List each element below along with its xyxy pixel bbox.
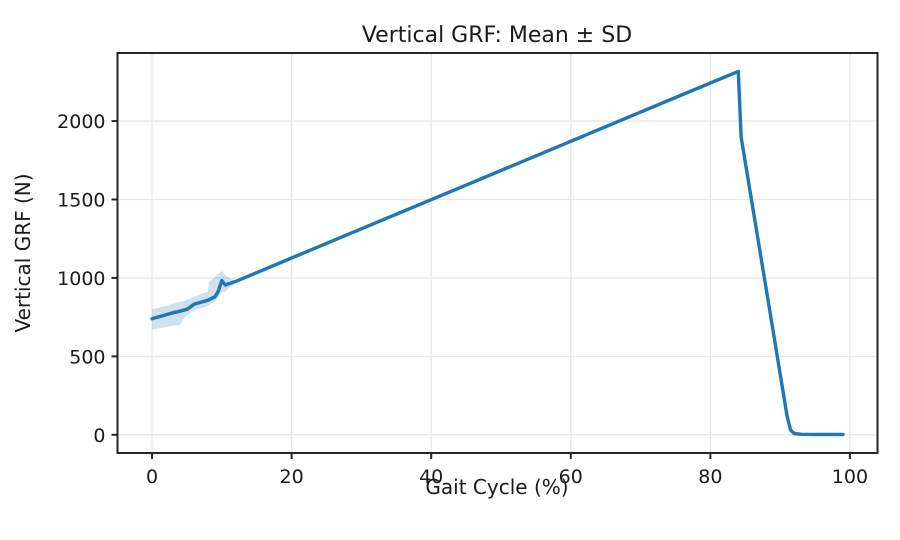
x-tick-label: 20 xyxy=(280,466,304,488)
y-tick-label: 500 xyxy=(69,346,105,368)
x-tick-label: 80 xyxy=(698,466,722,488)
y-tick-label: 1500 xyxy=(57,190,105,212)
mean-line-path xyxy=(150,69,845,437)
axes-box xyxy=(116,52,879,454)
y-axis-label: Vertical GRF (N) xyxy=(11,173,35,332)
sd-band xyxy=(152,270,236,330)
axes-spines xyxy=(116,52,879,454)
y-tick-labels: 0 500 1000 1500 2000 xyxy=(57,111,105,447)
y-tick-label: 1000 xyxy=(57,268,105,290)
x-tick-label: 0 xyxy=(146,466,158,488)
gridlines xyxy=(117,53,878,453)
x-axis-label: Gait Cycle (%) xyxy=(425,475,568,499)
tick-marks xyxy=(111,120,851,459)
sd-band-polygon xyxy=(152,270,236,330)
y-tick-label: 2000 xyxy=(57,111,105,133)
x-tick-label: 60 xyxy=(559,466,583,488)
y-tick-label: 0 xyxy=(93,425,105,447)
x-tick-label: 40 xyxy=(419,466,443,488)
x-tick-label: 100 xyxy=(832,466,868,488)
x-tick-labels: 0 20 40 60 80 100 xyxy=(146,466,868,488)
mean-line xyxy=(150,69,845,437)
chart-title: Vertical GRF: Mean ± SD xyxy=(362,23,632,48)
